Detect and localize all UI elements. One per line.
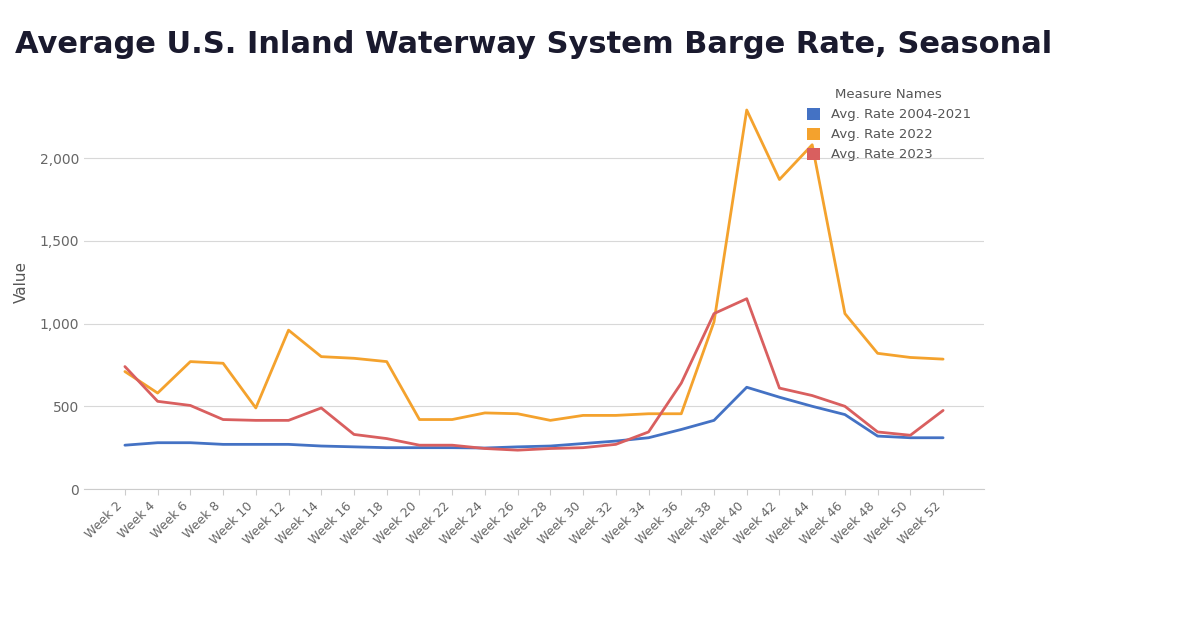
Avg. Rate 2023 (904, 431, 918, 439)
Avg. Rate 2022 (870, 350, 884, 357)
Avg. Rate 2004-2021 (184, 439, 198, 446)
Avg. Rate 2004-2021 (707, 416, 721, 424)
Avg. Rate 2022 (904, 354, 918, 361)
Avg. Rate 2022 (413, 416, 427, 423)
Avg. Rate 2022 (510, 410, 524, 418)
Avg. Rate 2004-2021 (314, 442, 329, 450)
Avg. Rate 2004-2021 (544, 442, 558, 450)
Avg. Rate 2023 (544, 445, 558, 452)
Avg. Rate 2022 (773, 176, 787, 183)
Avg. Rate 2023 (739, 295, 754, 302)
Avg. Rate 2022 (674, 410, 689, 418)
Avg. Rate 2023 (641, 428, 655, 436)
Avg. Rate 2023 (216, 416, 230, 423)
Avg. Rate 2004-2021 (805, 403, 820, 410)
Line: Avg. Rate 2023: Avg. Rate 2023 (125, 298, 943, 450)
Avg. Rate 2022 (150, 389, 164, 397)
Title: Average U.S. Inland Waterway System Barge Rate, Seasonal: Average U.S. Inland Waterway System Barg… (16, 30, 1052, 59)
Avg. Rate 2023 (413, 441, 427, 449)
Line: Avg. Rate 2022: Avg. Rate 2022 (125, 110, 943, 420)
Avg. Rate 2022 (216, 359, 230, 367)
Avg. Rate 2022 (936, 356, 950, 363)
Avg. Rate 2004-2021 (478, 445, 492, 452)
Avg. Rate 2023 (936, 407, 950, 414)
Avg. Rate 2004-2021 (773, 393, 787, 401)
Avg. Rate 2022 (314, 353, 329, 361)
Avg. Rate 2023 (150, 398, 164, 405)
Avg. Rate 2022 (281, 327, 295, 334)
Avg. Rate 2004-2021 (379, 444, 394, 451)
Avg. Rate 2022 (707, 318, 721, 325)
Avg. Rate 2022 (641, 410, 655, 418)
Avg. Rate 2004-2021 (118, 441, 132, 449)
Avg. Rate 2023 (510, 446, 524, 454)
Avg. Rate 2023 (478, 445, 492, 452)
Avg. Rate 2004-2021 (281, 441, 295, 448)
Avg. Rate 2004-2021 (347, 443, 361, 451)
Avg. Rate 2023 (608, 441, 623, 448)
Avg. Rate 2004-2021 (216, 441, 230, 448)
Line: Avg. Rate 2004-2021: Avg. Rate 2004-2021 (125, 387, 943, 448)
Avg. Rate 2023 (184, 402, 198, 409)
Avg. Rate 2004-2021 (248, 441, 263, 448)
Avg. Rate 2023 (805, 392, 820, 399)
Avg. Rate 2023 (445, 441, 460, 449)
Avg. Rate 2023 (773, 384, 787, 392)
Avg. Rate 2022 (347, 354, 361, 362)
Avg. Rate 2023 (838, 403, 852, 410)
Avg. Rate 2022 (838, 310, 852, 317)
Avg. Rate 2004-2021 (413, 444, 427, 451)
Avg. Rate 2004-2021 (936, 434, 950, 441)
Avg. Rate 2004-2021 (838, 411, 852, 418)
Avg. Rate 2022 (248, 404, 263, 412)
Avg. Rate 2022 (739, 106, 754, 113)
Y-axis label: Value: Value (13, 261, 29, 303)
Avg. Rate 2022 (544, 416, 558, 424)
Avg. Rate 2023 (707, 310, 721, 317)
Avg. Rate 2004-2021 (608, 437, 623, 445)
Legend: Avg. Rate 2004-2021, Avg. Rate 2022, Avg. Rate 2023: Avg. Rate 2004-2021, Avg. Rate 2022, Avg… (800, 82, 978, 168)
Avg. Rate 2022 (184, 358, 198, 366)
Avg. Rate 2004-2021 (150, 439, 164, 446)
Avg. Rate 2023 (118, 363, 132, 371)
Avg. Rate 2023 (870, 428, 884, 436)
Avg. Rate 2023 (576, 444, 590, 451)
Avg. Rate 2022 (478, 409, 492, 417)
Avg. Rate 2004-2021 (641, 434, 655, 441)
Avg. Rate 2022 (608, 412, 623, 419)
Avg. Rate 2023 (281, 416, 295, 424)
Avg. Rate 2004-2021 (904, 434, 918, 441)
Avg. Rate 2004-2021 (445, 444, 460, 451)
Avg. Rate 2004-2021 (510, 443, 524, 451)
Avg. Rate 2022 (805, 141, 820, 149)
Avg. Rate 2023 (674, 379, 689, 387)
Avg. Rate 2004-2021 (576, 440, 590, 447)
Avg. Rate 2022 (576, 412, 590, 419)
Avg. Rate 2022 (379, 358, 394, 366)
Avg. Rate 2004-2021 (739, 384, 754, 391)
Avg. Rate 2023 (379, 435, 394, 442)
Avg. Rate 2023 (347, 431, 361, 438)
Avg. Rate 2022 (445, 416, 460, 423)
Avg. Rate 2023 (248, 416, 263, 424)
Avg. Rate 2022 (118, 368, 132, 376)
Avg. Rate 2023 (314, 404, 329, 412)
Avg. Rate 2004-2021 (870, 433, 884, 440)
Avg. Rate 2004-2021 (674, 426, 689, 433)
